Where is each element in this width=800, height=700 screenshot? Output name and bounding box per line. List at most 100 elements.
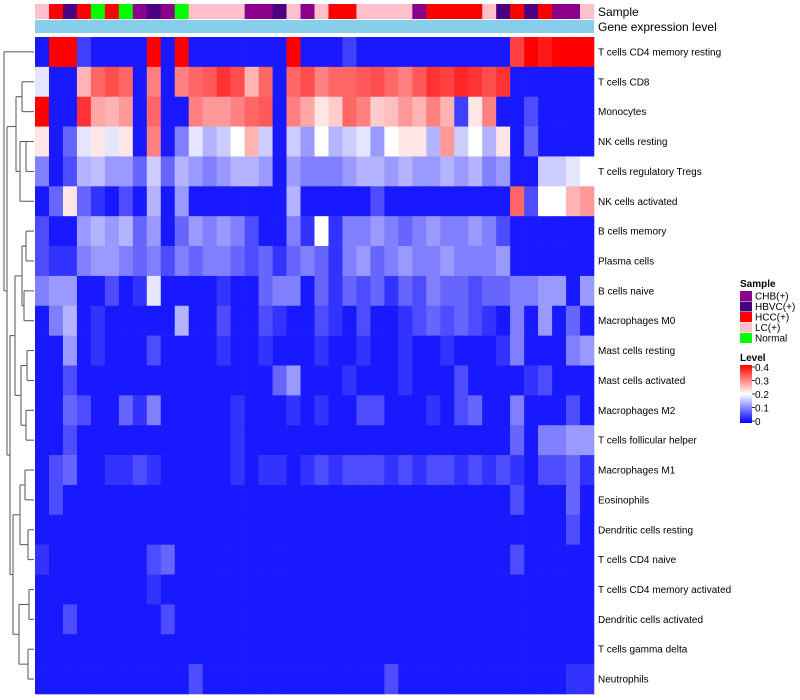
heatmap-cell: [552, 246, 567, 277]
heatmap-cell: [482, 514, 497, 545]
heatmap-cell: [300, 275, 315, 307]
heatmap-cell: [580, 275, 595, 307]
heatmap-cell: [272, 126, 287, 157]
heatmap-cell: [496, 484, 511, 516]
heatmap-cell: [524, 484, 539, 516]
heatmap-cell: [552, 455, 567, 486]
legend-label: Normal: [755, 334, 787, 345]
heatmap-cell: [244, 156, 259, 187]
heatmap-cell: [258, 395, 273, 426]
heatmap-cell: [300, 604, 315, 635]
heatmap-cell: [202, 275, 217, 307]
heatmap-cell: [258, 216, 273, 247]
heatmap-cell: [202, 574, 217, 605]
heatmap-cell: [454, 96, 469, 127]
heatmap-cell: [62, 395, 78, 426]
heatmap-cell: [286, 126, 301, 157]
heatmap-cell: [538, 604, 553, 635]
heatmap-cell: [524, 246, 539, 277]
heatmap-cell: [482, 186, 497, 217]
heatmap-cell: [524, 216, 539, 247]
level-tick-label: 0.1: [755, 404, 769, 415]
heatmap-cell: [552, 156, 567, 187]
heatmap-cell: [104, 37, 120, 68]
heatmap-cell: [412, 514, 427, 545]
heatmap-cell: [160, 574, 176, 605]
heatmap-cell: [48, 156, 64, 187]
heatmap-cell: [398, 484, 413, 516]
heatmap-cell: [258, 664, 273, 695]
heatmap-cell: [412, 305, 427, 336]
heatmap-cell: [35, 216, 50, 247]
heatmap-cell: [230, 246, 245, 277]
heatmap-cell: [272, 544, 287, 575]
heatmap-cell: [468, 484, 483, 516]
heatmap-cell: [258, 186, 273, 217]
heatmap-cell: [174, 186, 190, 217]
heatmap-cell: [412, 216, 427, 247]
heatmap-cell: [580, 305, 595, 336]
sample-annotation-cell: [328, 4, 343, 19]
heatmap-cell: [314, 574, 329, 605]
heatmap-cell: [230, 604, 245, 635]
heatmap-cell: [356, 305, 371, 336]
heatmap-cell: [118, 574, 134, 605]
heatmap-cell: [202, 216, 217, 247]
heatmap-cell: [76, 484, 92, 516]
heatmap-cell: [468, 186, 483, 217]
heatmap-cell: [132, 335, 148, 366]
heatmap-cell: [104, 186, 120, 217]
heatmap-cell: [510, 544, 525, 575]
heatmap-cell: [398, 96, 413, 127]
heatmap-cell: [510, 604, 525, 635]
heatmap-cell: [566, 275, 581, 307]
heatmap-cell: [146, 126, 162, 157]
heatmap-cell: [342, 544, 357, 575]
heatmap-cell: [454, 425, 469, 456]
heatmap-cell: [538, 634, 553, 665]
heatmap-cell: [202, 156, 217, 187]
heatmap-cell: [230, 574, 245, 605]
heatmap-cell: [314, 634, 329, 665]
sample-annotation-cell: [118, 4, 134, 19]
heatmap-cell: [230, 425, 245, 456]
heatmap-cell: [440, 604, 455, 635]
heatmap-cell: [412, 96, 427, 127]
heatmap-cell: [272, 365, 287, 396]
heatmap-cell: [342, 66, 357, 98]
heatmap-cell: [118, 246, 134, 277]
heatmap-cell: [426, 275, 441, 307]
row-label: Dendritic cells activated: [598, 615, 703, 626]
heatmap-cell: [496, 425, 511, 456]
heatmap-cell: [146, 634, 162, 665]
heatmap-cell: [202, 66, 217, 98]
sample-annotation-cell: [62, 4, 78, 19]
heatmap-cell: [230, 634, 245, 665]
heatmap-cell: [566, 484, 581, 516]
row-label: NK cells activated: [598, 197, 677, 208]
heatmap-cell: [426, 305, 441, 336]
heatmap-cell: [356, 96, 371, 127]
heatmap-cell: [384, 395, 399, 426]
heatmap-cell: [538, 305, 553, 336]
heatmap-cell: [118, 455, 134, 486]
sample-annotation-cell: [188, 4, 203, 19]
heatmap-cell: [286, 305, 301, 336]
heatmap-cell: [48, 96, 64, 127]
heatmap-cell: [216, 275, 231, 307]
heatmap-cell: [35, 275, 50, 307]
heatmap-cell: [244, 186, 259, 217]
heatmap-cell: [230, 96, 245, 127]
heatmap-cell: [328, 246, 343, 277]
heatmap-cell: [272, 455, 287, 486]
heatmap-cell: [440, 395, 455, 426]
heatmap-cell: [35, 425, 50, 456]
heatmap-cell: [118, 664, 134, 695]
heatmap-cell: [90, 574, 106, 605]
heatmap-cell: [160, 216, 176, 247]
legend-swatch: [740, 291, 752, 301]
heatmap-cell: [48, 275, 64, 307]
heatmap-cell: [132, 514, 148, 545]
heatmap-cell: [426, 216, 441, 247]
heatmap-cell: [510, 275, 525, 307]
